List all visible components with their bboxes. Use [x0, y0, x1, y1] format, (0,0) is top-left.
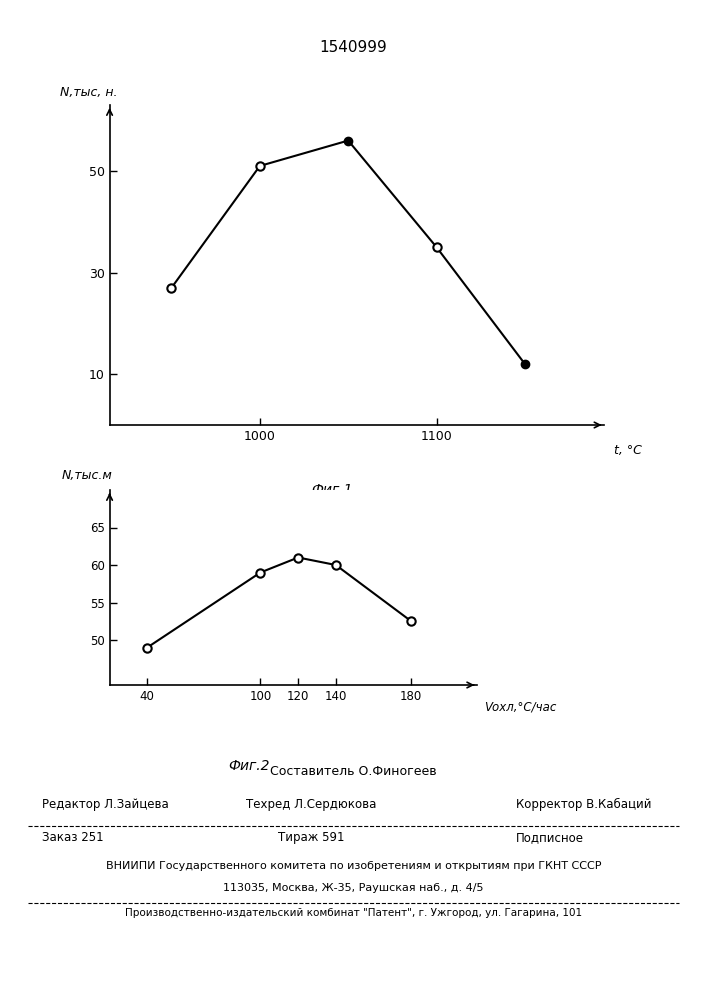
Text: Фиг.2: Фиг.2	[228, 759, 270, 773]
Text: Подписное: Подписное	[516, 831, 584, 844]
Text: 113035, Москва, Ж-35, Раушская наб., д. 4/5: 113035, Москва, Ж-35, Раушская наб., д. …	[223, 883, 484, 893]
Text: ВНИИПИ Государственного комитета по изобретениям и открытиям при ГКНТ СССР: ВНИИПИ Государственного комитета по изоб…	[106, 861, 601, 871]
Text: N,тыс, н.: N,тыс, н.	[60, 86, 117, 99]
Text: Vохл,°C/час: Vохл,°C/час	[484, 701, 557, 714]
Text: Производственно-издательский комбинат "Патент", г. Ужгород, ул. Гагарина, 101: Производственно-издательский комбинат "П…	[125, 908, 582, 918]
Text: t, °C: t, °C	[614, 444, 642, 457]
Text: Редактор Л.Зайцева: Редактор Л.Зайцева	[42, 798, 169, 811]
Text: Тираж 591: Тираж 591	[278, 831, 344, 844]
Text: Корректор В.Кабаций: Корректор В.Кабаций	[516, 798, 652, 811]
Text: Составитель О.Финогеев: Составитель О.Финогеев	[270, 765, 437, 778]
Text: Техред Л.Сердюкова: Техред Л.Сердюкова	[246, 798, 376, 811]
Text: Заказ 251: Заказ 251	[42, 831, 104, 844]
Text: 1540999: 1540999	[320, 40, 387, 55]
Text: Фиг.1: Фиг.1	[312, 483, 353, 497]
Text: N,тыс.м: N,тыс.м	[62, 469, 112, 482]
